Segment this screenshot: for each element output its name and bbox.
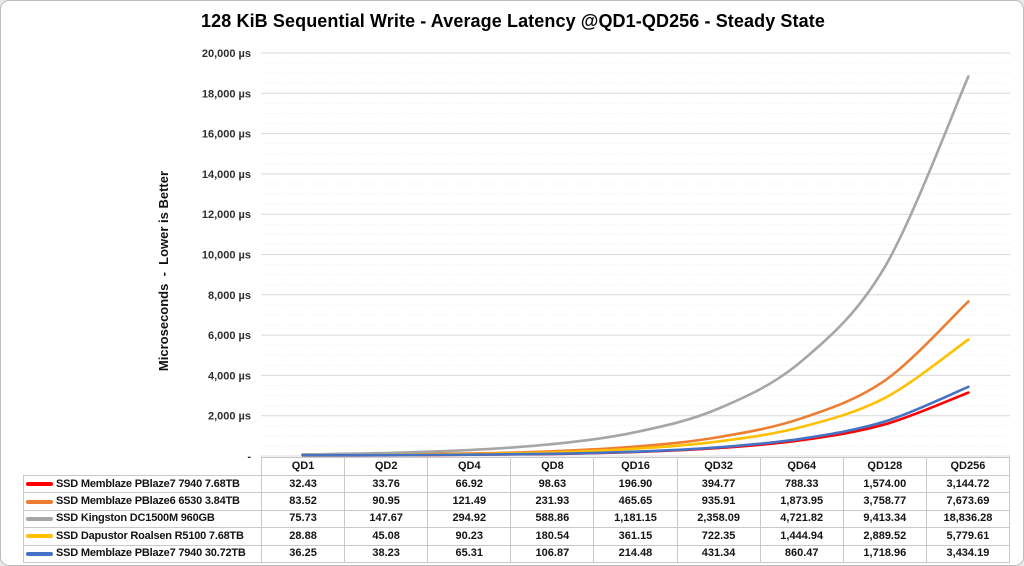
value-cell: 3,434.19 xyxy=(925,544,1011,564)
y-tick-label: 6,000 µs xyxy=(208,330,251,342)
table-header-cell: QD64 xyxy=(759,457,844,476)
value-cell: 45.08 xyxy=(344,527,429,546)
value-cell: 1,873.95 xyxy=(759,492,844,511)
value-cell: 66.92 xyxy=(427,474,512,494)
value-cell: 394.77 xyxy=(676,474,761,494)
y-tick-label: 20,000 µs xyxy=(202,48,251,60)
legend-line-swatch xyxy=(26,516,53,521)
value-cell: 1,181.15 xyxy=(593,509,678,529)
chart-title: 128 KiB Sequential Write - Average Laten… xyxy=(201,11,825,31)
value-cell: 361.15 xyxy=(593,527,678,546)
value-cell: 4,721.82 xyxy=(759,509,844,529)
value-cell: 431.34 xyxy=(676,544,761,564)
y-tick-label: 12,000 µs xyxy=(202,209,251,221)
value-cell: 121.49 xyxy=(427,492,512,511)
value-cell: 588.86 xyxy=(510,509,595,529)
legend-cell: SSD Memblaze PBlaze6 6530 3.84TB xyxy=(23,492,262,511)
table-header-cell: QD4 xyxy=(427,457,512,476)
value-cell: 1,574.00 xyxy=(842,474,927,494)
latency-data-table: QD1 QD2 QD4 QD8 QD16 QD32 QD64 QD128 QD256 SSD M… xyxy=(23,457,1011,564)
table-row: SSD Memblaze PBlaze7 7940 30.72TB 36.25 38… xyxy=(23,544,1011,564)
value-cell: 294.92 xyxy=(427,509,512,529)
series-line xyxy=(301,338,970,457)
y-tick-label: 4,000 µs xyxy=(208,370,251,382)
value-cell: 18,836.28 xyxy=(925,509,1011,529)
series-line xyxy=(301,75,970,456)
table-header-cell: QD32 xyxy=(676,457,761,476)
value-cell: 65.31 xyxy=(427,544,512,564)
legend-label: SSD Memblaze PBlaze6 6530 3.84TB xyxy=(56,495,240,508)
value-cell: 935.91 xyxy=(676,492,761,511)
value-cell: 722.35 xyxy=(676,527,761,546)
value-cell: 106.87 xyxy=(510,544,595,564)
value-cell: 98.63 xyxy=(510,474,595,494)
legend-label: SSD Kingston DC1500M 960GB xyxy=(56,512,215,525)
value-cell: 180.54 xyxy=(510,527,595,546)
y-tick-label: 16,000 µs xyxy=(202,129,251,141)
legend-line-swatch xyxy=(26,482,53,487)
value-cell: 3,758.77 xyxy=(842,492,927,511)
value-cell: 33.76 xyxy=(344,474,429,494)
value-cell: 788.33 xyxy=(759,474,844,494)
y-tick-label: 10,000 µs xyxy=(202,250,251,262)
legend-cell: SSD Dapustor Roalsen R5100 7.68TB xyxy=(23,527,262,546)
latency-table-body: SSD Memblaze PBlaze7 7940 7.68TB 32.43 33.… xyxy=(23,474,1011,564)
legend-line-swatch xyxy=(26,499,53,504)
table-header-cell: QD8 xyxy=(510,457,595,476)
value-cell: 28.88 xyxy=(260,527,346,546)
y-tick-label: - xyxy=(247,451,251,463)
value-cell: 196.90 xyxy=(593,474,678,494)
y-tick-label: 2,000 µs xyxy=(208,411,251,423)
value-cell: 36.25 xyxy=(260,544,346,564)
table-header-row: QD1 QD2 QD4 QD8 QD16 QD32 QD64 QD128 QD256 xyxy=(24,457,1011,476)
legend-label: SSD Dapustor Roalsen R5100 7.68TB xyxy=(56,529,244,542)
series-line xyxy=(301,385,970,457)
value-cell: 7,673.69 xyxy=(925,492,1011,511)
value-cell: 2,358.09 xyxy=(676,509,761,529)
value-cell: 214.48 xyxy=(593,544,678,564)
legend-cell: SSD Memblaze PBlaze7 7940 7.68TB xyxy=(23,474,262,494)
value-cell: 83.52 xyxy=(260,492,346,511)
value-cell: 147.67 xyxy=(344,509,429,529)
value-cell: 860.47 xyxy=(759,544,844,564)
value-cell: 1,444.94 xyxy=(759,527,844,546)
legend-cell: SSD Kingston DC1500M 960GB xyxy=(23,509,262,529)
value-cell: 3,144.72 xyxy=(925,474,1011,494)
table-row: SSD Kingston DC1500M 960GB 75.73 147.67 294… xyxy=(23,509,1011,529)
table-row: SSD Memblaze PBlaze6 6530 3.84TB 83.52 90.… xyxy=(23,492,1011,511)
value-cell: 231.93 xyxy=(510,492,595,511)
value-cell: 38.23 xyxy=(344,544,429,564)
value-cell: 465.65 xyxy=(593,492,678,511)
y-tick-label: 18,000 µs xyxy=(202,88,251,100)
value-cell: 1,718.96 xyxy=(842,544,927,564)
table-header-cell: QD256 xyxy=(925,457,1011,476)
legend-line-swatch xyxy=(26,551,53,556)
legend-label: SSD Memblaze PBlaze7 7940 30.72TB xyxy=(56,547,246,560)
value-cell: 2,889.52 xyxy=(842,527,927,546)
value-cell: 75.73 xyxy=(260,509,346,529)
table-row: SSD Dapustor Roalsen R5100 7.68TB 28.88 45… xyxy=(23,527,1011,546)
table-corner-cell xyxy=(24,458,262,476)
y-tick-label: 8,000 µs xyxy=(208,290,251,302)
value-cell: 9,413.34 xyxy=(842,509,927,529)
table-row: SSD Memblaze PBlaze7 7940 7.68TB 32.43 33.… xyxy=(23,474,1011,494)
value-cell: 90.95 xyxy=(344,492,429,511)
y-tick-label: 14,000 µs xyxy=(202,169,251,181)
legend-line-swatch xyxy=(26,534,53,539)
value-cell: 5,779.61 xyxy=(925,527,1011,546)
legend-label: SSD Memblaze PBlaze7 7940 7.68TB xyxy=(56,477,240,490)
table-header-cell: QD2 xyxy=(344,457,429,476)
value-cell: 90.23 xyxy=(427,527,512,546)
table-header-cell: QD128 xyxy=(842,457,927,476)
legend-cell: SSD Memblaze PBlaze7 7940 30.72TB xyxy=(23,544,262,564)
table-header-cell: QD16 xyxy=(593,457,678,476)
value-cell: 32.43 xyxy=(260,474,346,494)
table-header-cell: QD1 xyxy=(260,457,346,476)
